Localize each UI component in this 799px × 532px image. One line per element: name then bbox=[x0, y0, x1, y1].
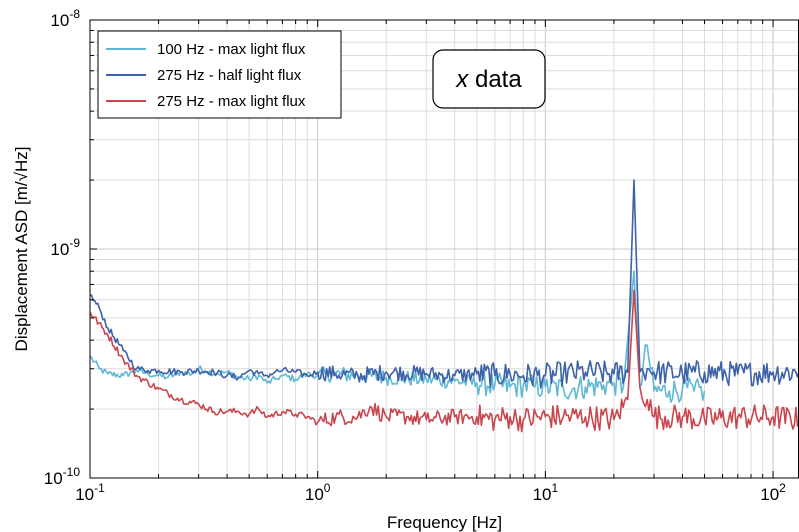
series-line-2 bbox=[89, 289, 799, 433]
x-tick-label: 10-1 bbox=[75, 481, 105, 504]
legend-label: 275 Hz - half light flux bbox=[157, 67, 302, 84]
annotation-frame bbox=[432, 49, 546, 109]
x-axis-title: Frequency [Hz] bbox=[387, 513, 502, 532]
y-tick-label: 10-9 bbox=[50, 236, 80, 259]
x-tick-label: 100 bbox=[305, 481, 331, 504]
series-lines bbox=[89, 179, 799, 433]
annotation-box: x data bbox=[432, 49, 546, 109]
annotation-label: x data bbox=[455, 66, 522, 93]
y-axis-title: Displacement ASD [m/√Hz] bbox=[12, 147, 31, 352]
series-line-0 bbox=[89, 270, 706, 403]
legend-label: 275 Hz - max light flux bbox=[157, 93, 306, 110]
x-tick-label: 101 bbox=[533, 481, 559, 504]
tick-labels: 10-1 100 101 102 10-10 10-9 10-8 bbox=[44, 7, 786, 504]
legend: 100 Hz - max light flux 275 Hz - half lig… bbox=[97, 30, 342, 119]
x-tick-label: 102 bbox=[760, 481, 786, 504]
y-tick-label: 10-8 bbox=[50, 7, 80, 30]
legend-label: 100 Hz - max light flux bbox=[157, 41, 306, 58]
axis-ticks bbox=[89, 19, 774, 479]
y-tick-label: 10-10 bbox=[44, 465, 81, 488]
annotation-text: data bbox=[468, 66, 522, 93]
annotation-italic: x bbox=[455, 66, 469, 93]
series-line-1 bbox=[89, 179, 799, 389]
